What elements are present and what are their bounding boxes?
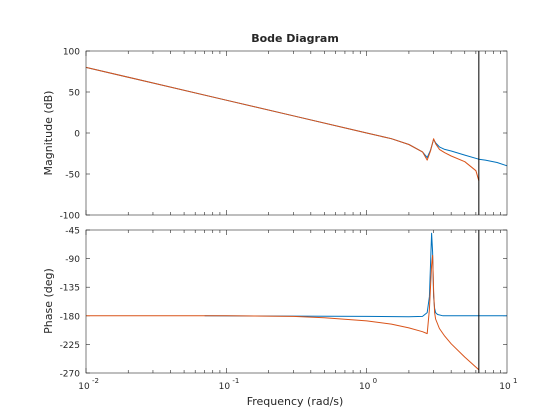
x-tick-label: 10 [78,382,90,392]
magnitude-axes[interactable]: 100 50 0 -50 -100 Magnitude (dB) [42,48,508,222]
mag-y-tick-label: 0 [74,130,80,140]
magnitude-y-label: Magnitude (dB) [42,91,55,176]
ph-y-tick-label: -180 [60,312,81,322]
mag-y-tick-label: -50 [65,171,80,181]
x-axis-label: Frequency (rad/s) [247,395,344,408]
x-tick-label: 10 [499,382,511,392]
ph-y-tick-label: -270 [60,370,81,380]
magnitude-plot-area [86,51,507,215]
x-tick-label: 10 [219,382,231,392]
mag-series-2-line [85,66,480,181]
ph-y-tick-label: -90 [65,255,80,265]
x-tick-label-exponent: -1 [232,377,239,385]
mag-y-tick-label: 50 [69,89,81,99]
mag-y-tick-label: 100 [63,48,80,58]
mag-y-tick-label: -100 [60,212,81,222]
phase-lines [86,230,507,373]
ph-series-2-line [86,254,480,371]
x-tick-label-exponent: 1 [513,377,517,385]
chart-title: Bode Diagram [251,32,339,45]
phase-box [85,229,508,374]
magnitude-ticks: 100 50 0 -50 -100 [60,48,507,222]
ph-y-tick-label: -135 [60,284,80,294]
ph-y-tick-label: -225 [60,341,80,351]
magnitude-lines [85,51,508,215]
phase-y-label: Phase (deg) [42,268,55,334]
x-tick-label-exponent: 0 [373,377,377,385]
ph-series-1-line [204,232,507,318]
phase-axes[interactable]: -45 -90 -135 -180 -225 -270 Phase (deg) [42,227,508,380]
x-tick-label: 10 [359,382,371,392]
x-tick-label-exponent: -2 [92,377,99,385]
ph-y-tick-label: -45 [65,227,80,237]
magnitude-box [85,50,508,216]
phase-plot-area [86,230,507,373]
